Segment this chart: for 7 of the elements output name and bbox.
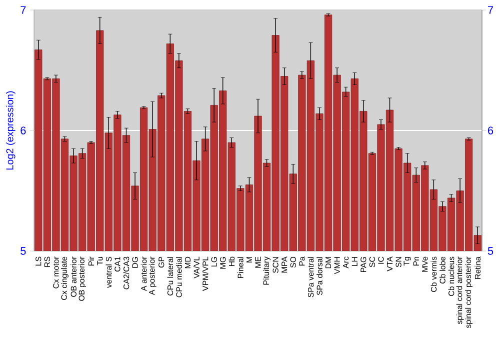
- y-tick-label: 7: [20, 6, 26, 14]
- y-tick-label: 5: [20, 247, 26, 255]
- y2-tick-label: 5: [488, 247, 494, 255]
- y-tick-label: 6: [20, 126, 26, 134]
- y-axis-title: Log2 (expression): [6, 91, 16, 170]
- y2-tick-label: 6: [488, 126, 494, 134]
- y2-tick-label: 7: [488, 6, 494, 14]
